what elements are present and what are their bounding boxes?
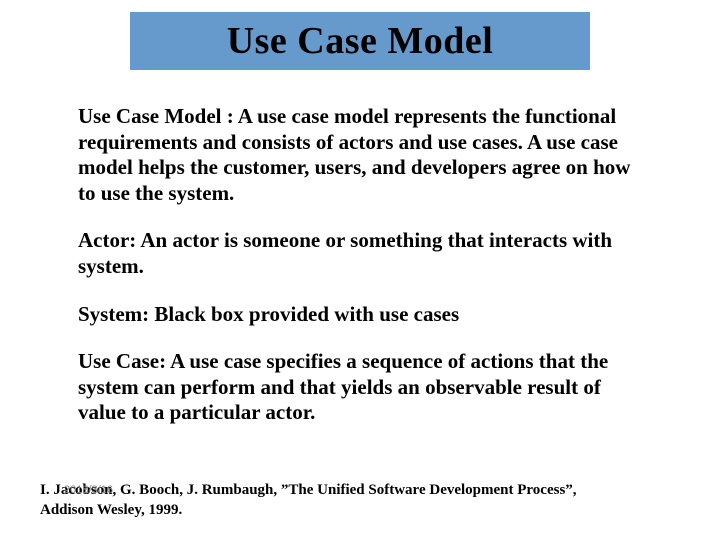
citation-line2: Addison Wesley, 1999. — [40, 501, 680, 521]
slide: Use Case Model Use Case Model : A use ca… — [0, 0, 720, 540]
paragraph-use-case-model: Use Case Model : A use case model repres… — [78, 104, 638, 206]
paragraph-actor: Actor: An actor is someone or something … — [78, 228, 638, 279]
title-banner: Use Case Model — [130, 12, 590, 70]
paragraph-use-case: Use Case: A use case specifies a sequenc… — [78, 349, 638, 426]
citation-line1: I. Jacobson, G. Booch, J. Rumbaugh, ”The… — [40, 481, 680, 501]
citation-text-1: I. Jacobson, G. Booch, J. Rumbaugh, ”The… — [40, 482, 577, 498]
paragraph-system: System: Black box provided with use case… — [78, 302, 638, 328]
slide-title: Use Case Model — [227, 19, 494, 63]
slide-body: Use Case Model : A use case model repres… — [78, 104, 638, 448]
date-overlay: 2018/3/16 — [64, 483, 113, 497]
citation: I. Jacobson, G. Booch, J. Rumbaugh, ”The… — [40, 481, 680, 520]
